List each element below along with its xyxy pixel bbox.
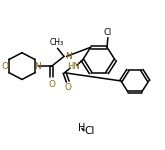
Text: N: N [34,62,41,71]
Text: Cl: Cl [84,126,95,136]
Text: CH₃: CH₃ [50,38,64,47]
Text: H: H [78,123,85,133]
Text: N: N [65,52,71,61]
Text: Cl: Cl [104,28,112,37]
Text: HN: HN [67,62,80,71]
Text: O: O [65,83,72,92]
Text: O: O [48,80,55,89]
Text: O: O [2,62,9,71]
